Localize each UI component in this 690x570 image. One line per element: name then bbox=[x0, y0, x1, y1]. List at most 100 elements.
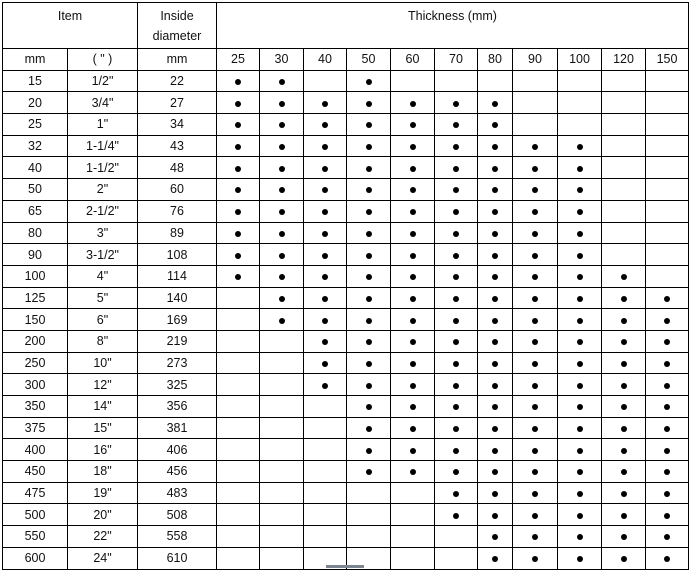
thickness-cell bbox=[512, 91, 558, 115]
thickness-header: Thickness (mm) bbox=[215, 2, 690, 49]
available-dot-icon bbox=[409, 274, 416, 281]
thickness-cell bbox=[303, 351, 347, 375]
thickness-cell bbox=[434, 351, 478, 375]
available-dot-icon bbox=[492, 295, 498, 302]
thickness-cell bbox=[346, 503, 391, 527]
thickness-cell bbox=[303, 395, 347, 418]
thickness-column-header: 150 bbox=[644, 48, 690, 71]
available-dot-icon bbox=[532, 469, 538, 476]
available-dot-icon bbox=[532, 230, 538, 237]
available-dot-icon bbox=[576, 230, 583, 237]
thickness-cell bbox=[557, 91, 602, 115]
thickness-cell bbox=[477, 416, 513, 440]
inside-diameter-cell: 456 bbox=[137, 460, 217, 483]
thickness-cell bbox=[477, 243, 513, 266]
thickness-cell bbox=[512, 286, 558, 310]
nominal-inch-cell: 4" bbox=[67, 264, 138, 288]
available-dot-icon bbox=[365, 426, 372, 433]
thickness-cell bbox=[434, 546, 478, 570]
thickness-cell bbox=[512, 395, 558, 418]
thickness-cell bbox=[477, 91, 513, 115]
thickness-cell bbox=[259, 134, 304, 158]
thickness-cell bbox=[216, 438, 260, 462]
table-row: 475 19" 483 bbox=[2, 481, 690, 505]
thickness-cell bbox=[434, 373, 478, 396]
thickness-cell bbox=[477, 178, 513, 201]
nominal-mm-cell: 150 bbox=[2, 308, 68, 331]
thickness-cell bbox=[512, 156, 558, 180]
available-dot-icon bbox=[620, 556, 627, 563]
thickness-cell bbox=[390, 156, 435, 180]
available-dot-icon bbox=[576, 360, 583, 367]
thickness-cell bbox=[303, 373, 347, 396]
thickness-cell bbox=[434, 308, 478, 331]
available-dot-icon bbox=[365, 79, 372, 86]
thickness-cell bbox=[644, 199, 690, 223]
available-dot-icon bbox=[576, 491, 583, 498]
nominal-inch-cell: 10" bbox=[67, 351, 138, 375]
thickness-cell bbox=[601, 525, 646, 548]
thickness-cell bbox=[216, 373, 260, 396]
available-dot-icon bbox=[235, 79, 241, 86]
thickness-cell bbox=[259, 69, 304, 93]
thickness-cell bbox=[477, 351, 513, 375]
inside-diameter-cell: 508 bbox=[137, 503, 217, 527]
nominal-mm-cell: 40 bbox=[2, 156, 68, 180]
available-dot-icon bbox=[664, 404, 670, 411]
available-dot-icon bbox=[620, 360, 627, 367]
inside-diameter-cell: 356 bbox=[137, 395, 217, 418]
available-dot-icon bbox=[532, 187, 538, 194]
thickness-cell bbox=[390, 438, 435, 462]
available-dot-icon bbox=[453, 274, 459, 281]
available-dot-icon bbox=[322, 252, 328, 259]
available-dot-icon bbox=[620, 534, 627, 541]
thickness-column-header: 70 bbox=[434, 48, 478, 71]
available-dot-icon bbox=[409, 404, 416, 411]
thickness-cell bbox=[601, 373, 646, 396]
inside-diameter-cell: 43 bbox=[137, 134, 217, 158]
available-dot-icon bbox=[235, 100, 241, 107]
thickness-cell bbox=[434, 525, 478, 548]
thickness-cell bbox=[259, 460, 304, 483]
thickness-cell bbox=[390, 69, 435, 93]
table-row: 350 14" 356 bbox=[2, 395, 690, 418]
available-dot-icon bbox=[620, 404, 627, 411]
available-dot-icon bbox=[620, 382, 627, 389]
available-dot-icon bbox=[278, 79, 285, 86]
available-dot-icon bbox=[576, 209, 583, 216]
thickness-cell bbox=[644, 91, 690, 115]
thickness-cell bbox=[477, 199, 513, 223]
thickness-cell bbox=[346, 438, 391, 462]
available-dot-icon bbox=[532, 360, 538, 367]
available-dot-icon bbox=[532, 426, 538, 433]
thickness-cell bbox=[259, 373, 304, 396]
table-row: 300 12" 325 bbox=[2, 373, 690, 396]
thickness-cell bbox=[259, 156, 304, 180]
thickness-cell bbox=[557, 264, 602, 288]
available-dot-icon bbox=[409, 426, 416, 433]
nominal-mm-cell: 475 bbox=[2, 481, 68, 505]
thickness-cell bbox=[346, 329, 391, 353]
nominal-mm-cell: 200 bbox=[2, 329, 68, 353]
thickness-cell bbox=[601, 481, 646, 505]
available-dot-icon bbox=[664, 447, 670, 454]
thickness-cell bbox=[346, 156, 391, 180]
thickness-cell bbox=[601, 438, 646, 462]
thickness-cell bbox=[390, 503, 435, 527]
available-dot-icon bbox=[532, 534, 538, 541]
thickness-cell bbox=[346, 395, 391, 418]
inside-diameter-cell: 60 bbox=[137, 178, 217, 201]
table-row: 125 5" 140 bbox=[2, 286, 690, 310]
available-dot-icon bbox=[576, 144, 583, 151]
nominal-inch-cell: 19" bbox=[67, 481, 138, 505]
available-dot-icon bbox=[576, 252, 583, 259]
table-row: 40 1-1/2" 48 bbox=[2, 156, 690, 180]
thickness-cell bbox=[601, 416, 646, 440]
available-dot-icon bbox=[576, 469, 583, 476]
available-dot-icon bbox=[322, 274, 328, 281]
thickness-cell bbox=[303, 416, 347, 440]
available-dot-icon bbox=[409, 209, 416, 216]
thickness-cell bbox=[303, 438, 347, 462]
thickness-cell bbox=[557, 503, 602, 527]
thickness-cell bbox=[216, 156, 260, 180]
